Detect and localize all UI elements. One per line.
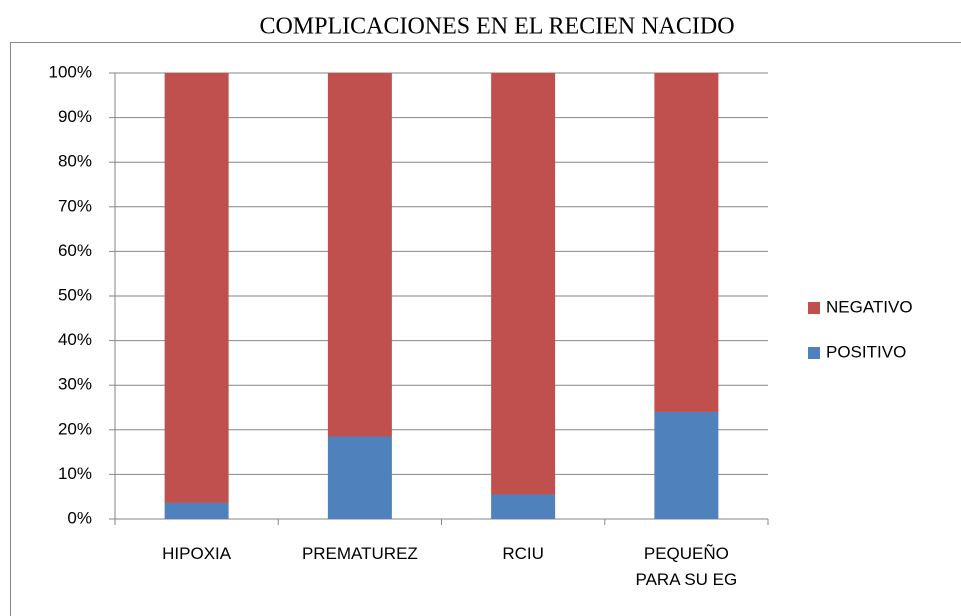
y-tick-label: 50% — [58, 285, 92, 304]
bar-segment — [164, 73, 229, 503]
y-tick-label: 70% — [58, 196, 92, 215]
y-tick-label: 30% — [58, 375, 92, 394]
y-tick-label: 40% — [58, 330, 92, 349]
chart-title: COMPLICACIONES EN EL RECIEN NACIDO — [259, 14, 734, 40]
legend-label: POSITIVO — [826, 342, 906, 361]
bar-segment — [491, 73, 556, 495]
bar-segment — [327, 73, 392, 437]
y-tick-label: 80% — [58, 152, 92, 171]
bar-segment — [164, 502, 229, 519]
x-tick-label: PEQUEÑO PARA SU EG — [635, 544, 738, 589]
legend-label: NEGATIVO — [826, 297, 913, 316]
y-tick-label: 20% — [58, 419, 92, 438]
x-tick-label: HIPOXIA — [162, 544, 232, 563]
chart-border — [10, 42, 961, 616]
x-tick-label: RCIU — [502, 544, 544, 563]
legend-swatch — [808, 302, 820, 314]
y-tick-label: 10% — [58, 464, 92, 483]
y-tick-label: 60% — [58, 241, 92, 260]
bar-segment — [654, 73, 719, 412]
y-tick-label: 0% — [67, 508, 92, 527]
y-tick-label: 100% — [49, 62, 92, 81]
y-tick-label: 90% — [58, 107, 92, 126]
legend-swatch — [808, 347, 820, 359]
x-tick-label: PREMATUREZ — [301, 544, 418, 563]
bar-segment — [491, 494, 556, 519]
bar-segment — [327, 436, 392, 519]
bar-segment — [654, 411, 719, 519]
